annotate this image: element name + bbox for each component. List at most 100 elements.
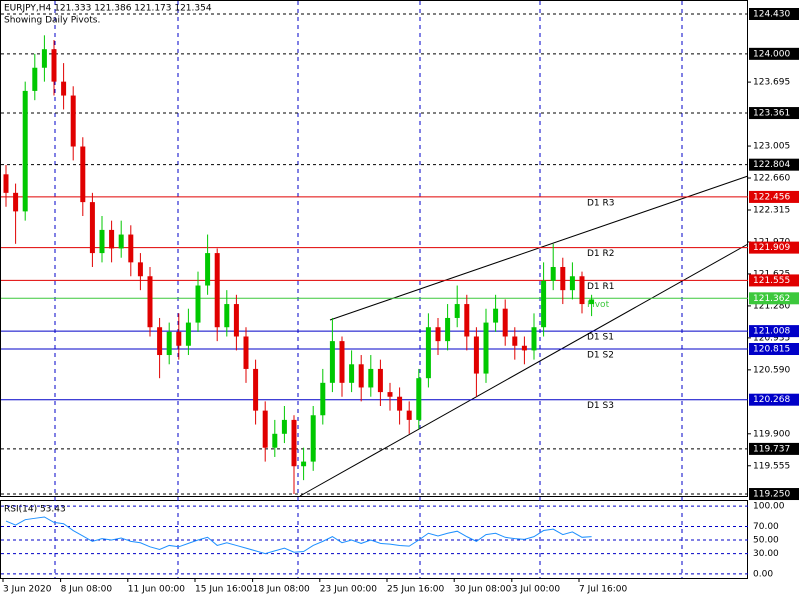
pivot-box	[749, 190, 799, 203]
candle-body	[349, 364, 355, 383]
candle-body	[89, 202, 95, 254]
candle-body	[80, 146, 86, 203]
candle-body	[109, 229, 115, 249]
candle-body	[483, 322, 489, 374]
level-label: 124.430	[753, 9, 790, 19]
pivot-label: 120.815	[753, 345, 790, 355]
candle-body	[464, 304, 470, 337]
pivot-name: D1 S2	[587, 351, 614, 361]
x-tick-label: 7 Jul 16:00	[579, 585, 628, 595]
candle-body	[214, 253, 220, 328]
rsi-frame	[0, 500, 748, 579]
rsi-tick-label: 100.00	[753, 502, 785, 512]
candle-body	[157, 327, 163, 356]
candle-body	[272, 433, 278, 448]
candle-body	[569, 276, 575, 291]
y-tick-label: 119.900	[753, 429, 790, 439]
candle-body	[22, 90, 28, 212]
pivot-box	[749, 241, 799, 254]
candle-body	[406, 410, 412, 420]
candle-body	[502, 308, 508, 337]
y-tick-label: 122.315	[753, 205, 790, 215]
candle-body	[320, 382, 326, 416]
candle-body	[473, 336, 479, 374]
candle-body	[425, 327, 431, 379]
level-label: 123.361	[753, 109, 790, 119]
candle-body	[445, 317, 451, 342]
candle-body	[541, 280, 547, 328]
candle-body	[521, 345, 527, 351]
candle-body	[560, 266, 566, 291]
candle-body	[137, 262, 143, 277]
candle-body	[531, 327, 537, 351]
candle-body	[51, 49, 57, 82]
candle-body	[185, 322, 191, 346]
y-tick-label: 123.695	[753, 78, 790, 88]
pivot-name: D1 R1	[587, 282, 615, 292]
pivot-box	[749, 274, 799, 287]
candle-body	[176, 331, 182, 346]
y-tick-label: 119.555	[753, 461, 790, 471]
pivot-label: 122.456	[753, 192, 790, 202]
level-label: 124.000	[753, 49, 790, 59]
x-tick-label: 3 Jul 00:00	[512, 585, 561, 595]
pivot-label: 121.008	[753, 327, 790, 337]
pivot-label: 121.555	[753, 276, 790, 286]
price-frame	[0, 0, 748, 497]
candle-body	[358, 364, 364, 388]
rsi-tick-label: 50.00	[753, 536, 779, 546]
pivot-name: D1 S1	[587, 333, 614, 343]
candle-body	[224, 304, 230, 328]
level-box	[749, 488, 799, 501]
day-separators	[54, 1, 683, 578]
candle-body	[70, 95, 76, 147]
candle-body	[550, 266, 556, 281]
candle-body	[41, 49, 47, 68]
candle-body	[166, 331, 172, 356]
candle-body	[243, 336, 249, 369]
candle-body	[291, 419, 297, 467]
level-box	[749, 158, 799, 171]
candle-body	[397, 396, 403, 411]
candle-body	[147, 276, 153, 328]
rsi-tick-label: 70.00	[753, 522, 779, 532]
level-box	[749, 7, 799, 20]
candle-body	[387, 392, 393, 397]
candle-body	[589, 299, 595, 305]
y-tick-label: 121.280	[753, 301, 790, 311]
rsi-tick-label: 0.00	[753, 569, 773, 579]
candle-body	[233, 304, 239, 337]
rsi-title: RSI(14) 53.43	[4, 505, 66, 515]
candle-body	[3, 174, 9, 193]
candle-body	[310, 415, 316, 462]
candle-body	[579, 276, 585, 305]
candle-body	[262, 410, 268, 448]
pivot-name: D1 R2	[587, 249, 615, 259]
candle-body	[435, 327, 441, 342]
pivot-box	[749, 292, 799, 305]
candle-body	[377, 368, 383, 393]
y-tick-label: 122.660	[753, 174, 790, 184]
pivot-box	[749, 343, 799, 356]
x-tick-label: 25 Jun 16:00	[387, 585, 444, 595]
chart-title: EURJPY,H4 121.333 121.386 121.173 121.35…	[4, 4, 212, 14]
candle-body	[281, 419, 287, 434]
candle-body	[493, 308, 499, 323]
candle-body	[13, 192, 19, 212]
candle-body	[205, 253, 211, 286]
level-box	[749, 442, 799, 455]
x-tick-label: 8 Jun 08:00	[61, 585, 113, 595]
candle-body	[339, 341, 345, 383]
pivot-label: 120.268	[753, 395, 790, 405]
rsi-line	[5, 516, 592, 555]
candle-body	[118, 234, 124, 249]
x-tick-label: 18 Jun 08:00	[253, 585, 310, 595]
candle-body	[253, 368, 259, 411]
candle-body	[512, 336, 518, 346]
x-tick-label: 23 Jun 00:00	[320, 585, 377, 595]
chart-subtitle: Showing Daily Pivots.	[4, 16, 100, 26]
candle-body	[61, 81, 67, 96]
y-tick-label: 123.005	[753, 142, 790, 152]
candle-body	[329, 341, 335, 383]
